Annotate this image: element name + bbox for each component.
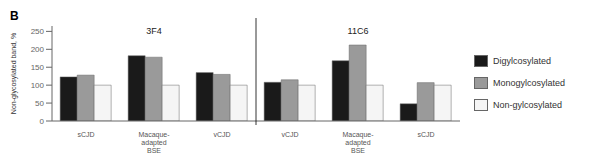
svg-text:0: 0 bbox=[40, 117, 45, 126]
svg-text:B: B bbox=[10, 9, 19, 23]
svg-text:vCJD: vCJD bbox=[281, 131, 298, 138]
html-text:Non-gylcosylated: Non-gylcosylated bbox=[493, 99, 562, 110]
html-text:Monogylcosylated: Monogylcosylated bbox=[493, 77, 565, 88]
svg-text:vCJD: vCJD bbox=[213, 131, 230, 138]
svg-text:150: 150 bbox=[31, 63, 45, 72]
svg-text:3F4: 3F4 bbox=[146, 26, 162, 36]
svg-text:Non-glycosylated band, %: Non-glycosylated band, % bbox=[10, 33, 18, 114]
svg-text:Macaque-adaptedBSE: Macaque-adaptedBSE bbox=[138, 131, 170, 154]
svg-text:sCJD: sCJD bbox=[77, 131, 94, 138]
svg-text:250: 250 bbox=[31, 27, 45, 36]
svg-text:50: 50 bbox=[35, 99, 44, 108]
svg-text:sCJD: sCJD bbox=[417, 131, 434, 138]
svg-text:11C6: 11C6 bbox=[348, 26, 369, 36]
svg-text:Macaque-adaptedBSE: Macaque-adaptedBSE bbox=[342, 131, 374, 154]
svg-text:200: 200 bbox=[31, 45, 45, 54]
html-text:Digylcosylated: Digylcosylated bbox=[493, 55, 551, 66]
svg-text:100: 100 bbox=[31, 81, 45, 90]
